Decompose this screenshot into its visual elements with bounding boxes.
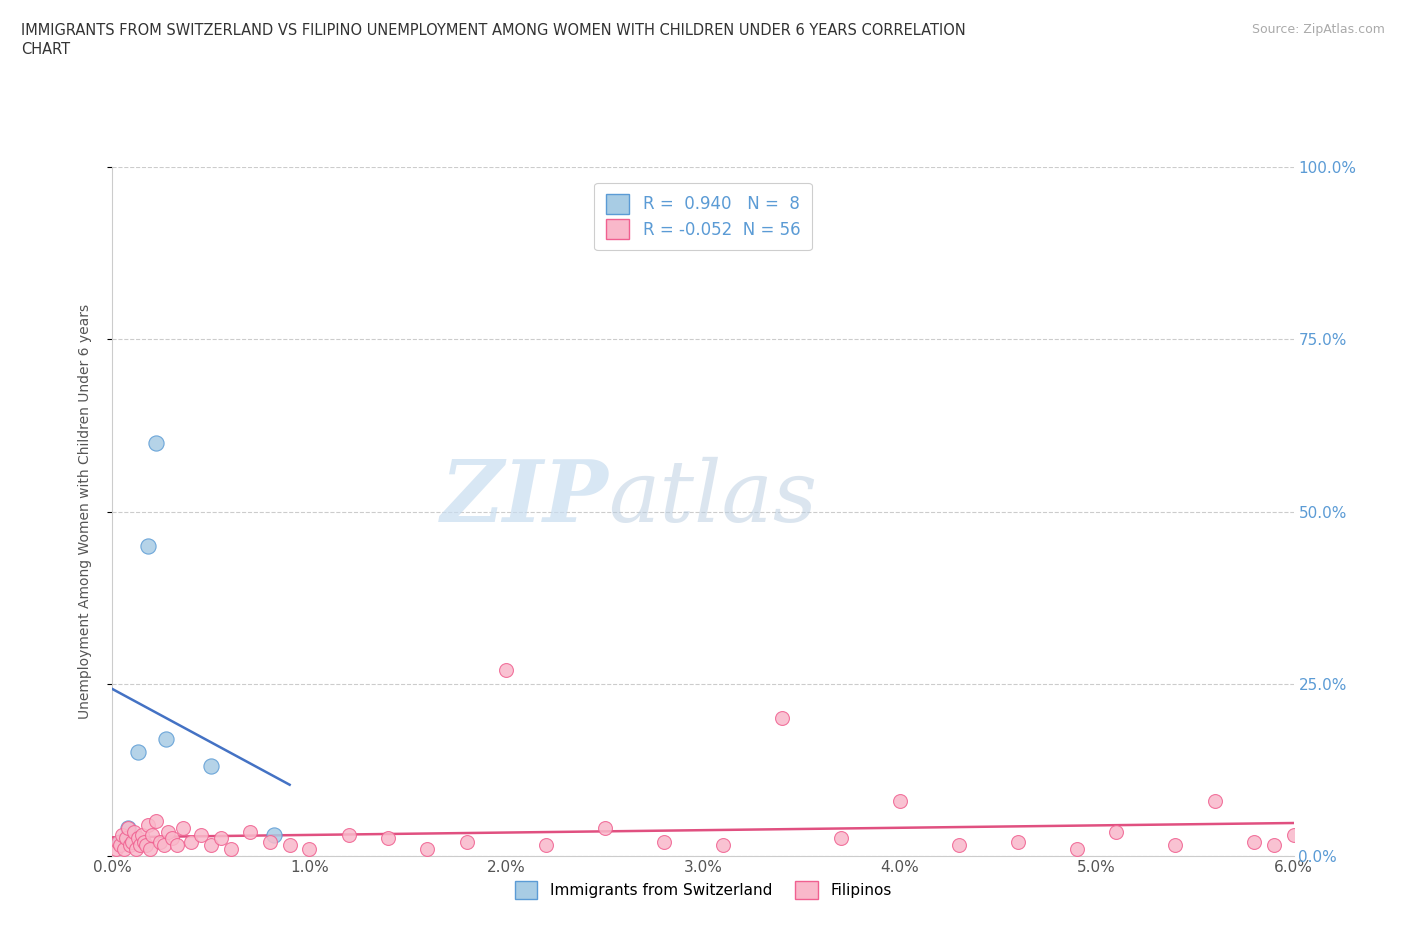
Point — [127, 831, 149, 846]
Y-axis label: Unemployment Among Women with Children Under 6 years: Unemployment Among Women with Children U… — [77, 304, 91, 719]
Point — [1105, 824, 1128, 839]
Point — [141, 828, 163, 843]
Point — [770, 711, 793, 725]
Point — [1282, 828, 1305, 843]
Point — [117, 820, 139, 835]
Point — [200, 838, 222, 853]
Point — [263, 828, 285, 843]
Point — [239, 824, 262, 839]
Point — [190, 828, 212, 843]
Point — [259, 834, 281, 849]
Point — [115, 831, 138, 846]
Text: Source: ZipAtlas.com: Source: ZipAtlas.com — [1251, 23, 1385, 36]
Point — [948, 838, 970, 853]
Text: CHART: CHART — [21, 42, 70, 57]
Point — [136, 538, 159, 553]
Point — [337, 828, 360, 843]
Point — [156, 824, 179, 839]
Point — [1164, 838, 1187, 853]
Point — [278, 838, 301, 853]
Point — [711, 838, 734, 853]
Point — [456, 834, 478, 849]
Point — [112, 842, 135, 857]
Point — [132, 834, 155, 849]
Point — [830, 831, 852, 846]
Point — [495, 662, 517, 677]
Point — [152, 838, 174, 853]
Point — [160, 831, 183, 846]
Point — [105, 842, 128, 857]
Point — [1066, 842, 1088, 857]
Point — [219, 842, 242, 857]
Legend: R =  0.940   N =  8, R = -0.052  N = 56: R = 0.940 N = 8, R = -0.052 N = 56 — [595, 182, 811, 250]
Point — [127, 745, 149, 760]
Point — [135, 838, 157, 853]
Point — [1243, 834, 1265, 849]
Point — [139, 842, 162, 857]
Point — [1204, 793, 1226, 808]
Point — [180, 834, 202, 849]
Point — [145, 814, 167, 829]
Point — [166, 838, 188, 853]
Point — [117, 820, 139, 835]
Point — [593, 820, 616, 835]
Point — [121, 834, 143, 849]
Point — [377, 831, 399, 846]
Point — [1263, 838, 1285, 853]
Point — [200, 759, 222, 774]
Legend: Immigrants from Switzerland, Filipinos: Immigrants from Switzerland, Filipinos — [505, 871, 901, 909]
Point — [889, 793, 911, 808]
Point — [129, 838, 152, 853]
Point — [110, 838, 132, 853]
Point — [122, 824, 145, 839]
Point — [145, 435, 167, 450]
Point — [110, 834, 132, 849]
Point — [155, 731, 177, 746]
Point — [298, 842, 321, 857]
Point — [534, 838, 557, 853]
Point — [652, 834, 675, 849]
Text: atlas: atlas — [609, 457, 818, 539]
Text: ZIP: ZIP — [440, 456, 609, 539]
Point — [111, 828, 134, 843]
Point — [136, 817, 159, 832]
Text: IMMIGRANTS FROM SWITZERLAND VS FILIPINO UNEMPLOYMENT AMONG WOMEN WITH CHILDREN U: IMMIGRANTS FROM SWITZERLAND VS FILIPINO … — [21, 23, 966, 38]
Point — [209, 831, 232, 846]
Point — [125, 842, 148, 857]
Point — [416, 842, 439, 857]
Point — [1007, 834, 1029, 849]
Point — [172, 820, 194, 835]
Point — [120, 838, 142, 853]
Point — [149, 834, 172, 849]
Point — [131, 828, 153, 843]
Point — [107, 834, 129, 849]
